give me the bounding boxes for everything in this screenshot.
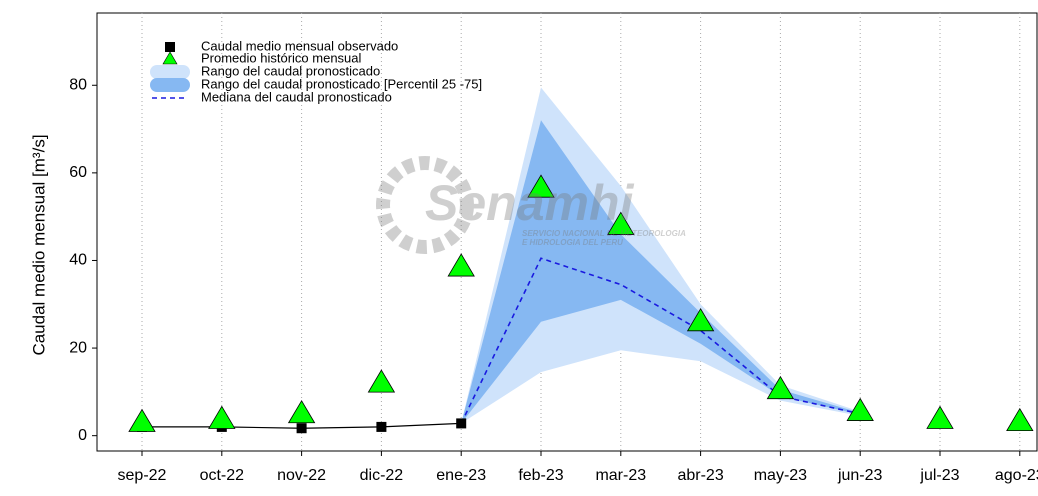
y-tick-label: 80 — [69, 76, 87, 93]
historical-point — [447, 253, 475, 277]
legend-swatch — [150, 78, 190, 92]
watermark-name: Senamhi — [425, 175, 635, 231]
historical-point — [926, 405, 954, 429]
historical-point — [287, 399, 316, 424]
y-tick-label: 20 — [69, 339, 87, 356]
x-tick-label: sep-22 — [118, 467, 167, 484]
legend-label: Caudal medio mensual observado — [201, 38, 398, 53]
observed-point — [456, 418, 467, 429]
legend-label: Promedio histórico mensual — [201, 50, 362, 65]
historical-point — [208, 405, 236, 429]
x-tick-label: may-23 — [754, 467, 807, 484]
y-tick-label: 0 — [78, 427, 87, 444]
watermark-line: E HIDROLOGIA DEL PERU — [522, 238, 623, 247]
legend-label: Rango del caudal pronosticado [Percentil… — [201, 76, 482, 91]
x-tick-label: feb-23 — [518, 467, 563, 484]
x-tick-label: ene-23 — [436, 467, 486, 484]
x-tick-label: nov-22 — [277, 467, 326, 484]
x-tick-label: jun-23 — [837, 467, 883, 484]
y-axis-label: Caudal medio mensual [m³/s] — [29, 134, 48, 355]
historical-point — [686, 308, 715, 332]
x-tick-label: jul-23 — [919, 467, 959, 484]
x-tick-label: abr-23 — [677, 467, 723, 484]
forecast-band — [461, 120, 861, 424]
legend-label: Mediana del caudal pronosticado — [201, 89, 392, 104]
legend-swatch — [165, 42, 175, 52]
historical-point — [527, 174, 555, 198]
y-tick-label: 60 — [69, 164, 87, 181]
historical-point — [1006, 407, 1034, 432]
legend-label: Rango del caudal pronosticado — [201, 63, 380, 78]
historical-point — [766, 375, 795, 400]
x-tick-label: mar-23 — [595, 467, 646, 484]
historical-point — [128, 408, 156, 432]
legend-swatch — [162, 51, 178, 65]
x-tick-label: ago-23 — [995, 467, 1038, 484]
observed-point — [376, 421, 387, 432]
x-tick-label: oct-22 — [200, 467, 245, 484]
historical-point — [846, 397, 874, 421]
historical-point — [367, 369, 396, 393]
y-tick-label: 40 — [69, 252, 87, 269]
legend-swatch — [150, 65, 190, 79]
watermark: Senamhi SERVICIO NACIONAL DE METEOROLOGI… — [376, 156, 686, 254]
watermark-sun — [376, 156, 474, 254]
watermark-line: SERVICIO NACIONAL DE METEOROLOGIA — [522, 229, 686, 238]
observed-point — [296, 423, 307, 434]
historical-point — [607, 211, 635, 235]
x-tick-label: dic-22 — [360, 467, 404, 484]
plot-frame — [96, 12, 1038, 452]
